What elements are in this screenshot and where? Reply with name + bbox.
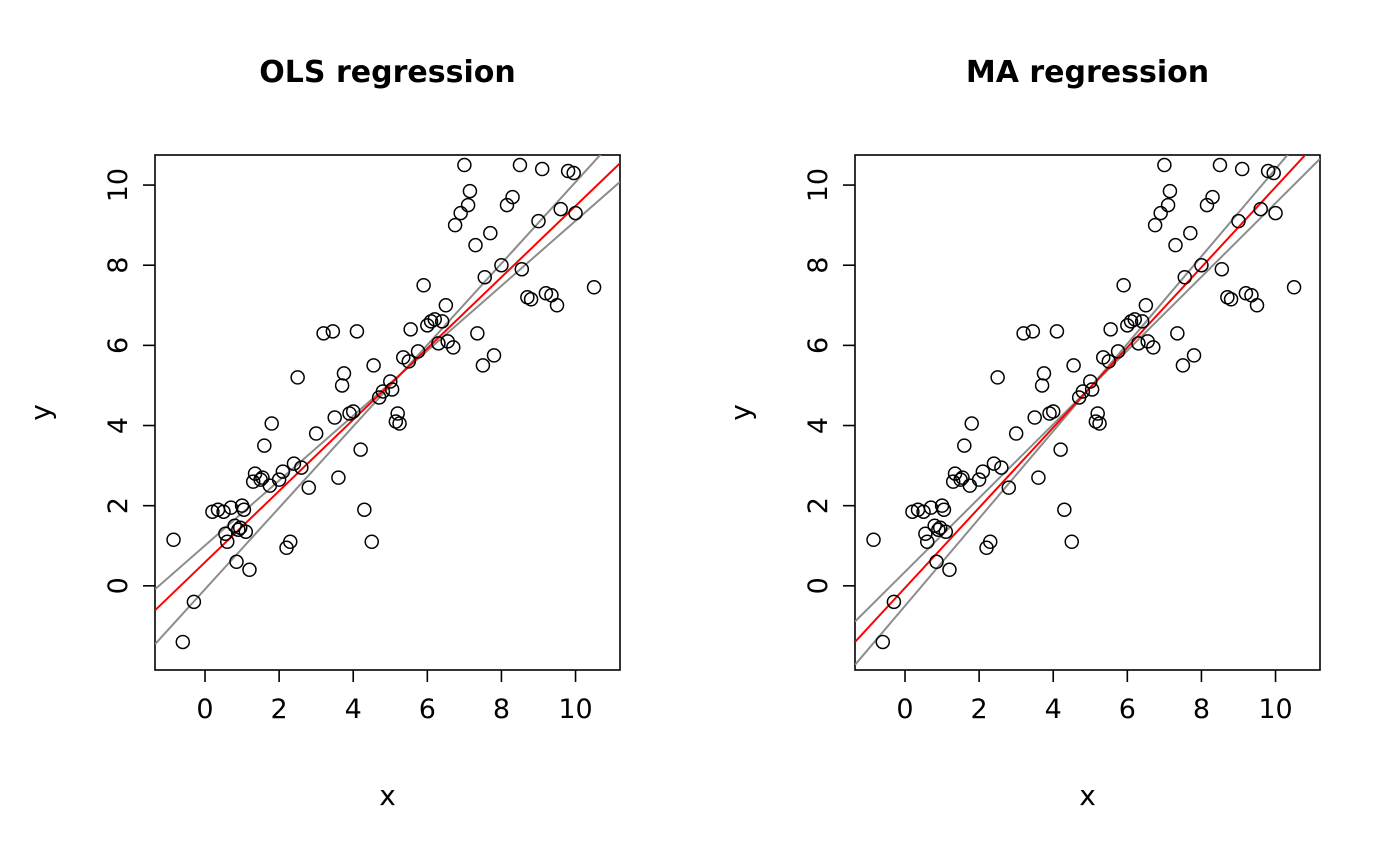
svg-text:10: 10 xyxy=(1258,694,1292,725)
svg-text:0: 0 xyxy=(803,577,834,594)
svg-text:6: 6 xyxy=(1119,694,1136,725)
svg-text:8: 8 xyxy=(493,694,510,725)
svg-text:6: 6 xyxy=(803,337,834,354)
panel-ols-title: OLS regression xyxy=(259,55,516,90)
svg-text:x: x xyxy=(379,779,396,812)
svg-text:2: 2 xyxy=(971,694,988,725)
svg-text:x: x xyxy=(1079,779,1096,812)
svg-text:8: 8 xyxy=(803,257,834,274)
svg-text:0: 0 xyxy=(896,694,913,725)
svg-text:2: 2 xyxy=(103,497,134,514)
svg-text:6: 6 xyxy=(419,694,436,725)
svg-text:8: 8 xyxy=(1193,694,1210,725)
svg-text:2: 2 xyxy=(271,694,288,725)
panel-ols-plot: 0 2 4 6 8 10 0 2 4 6 8 10 x y xyxy=(24,154,621,812)
svg-text:10: 10 xyxy=(558,694,592,725)
svg-text:10: 10 xyxy=(803,168,834,202)
svg-text:4: 4 xyxy=(1045,694,1062,725)
svg-text:0: 0 xyxy=(196,694,213,725)
svg-text:y: y xyxy=(24,404,57,421)
svg-text:0: 0 xyxy=(103,577,134,594)
svg-text:4: 4 xyxy=(345,694,362,725)
panel-ma-title: MA regression xyxy=(965,55,1210,90)
svg-text:4: 4 xyxy=(803,417,834,434)
svg-text:10: 10 xyxy=(103,168,134,202)
svg-text:6: 6 xyxy=(103,337,134,354)
panel-ols: OLS regression 0 2 4 6 8 10 0 2 4 6 8 10 x y xyxy=(24,55,621,812)
panel-ma-plot: 0 2 4 6 8 10 0 2 4 6 8 10 x y xyxy=(724,154,1321,812)
svg-text:4: 4 xyxy=(103,417,134,434)
panel-ma: MA regression 0 2 4 6 8 10 0 2 4 6 8 10 x y xyxy=(700,0,1400,866)
svg-text:8: 8 xyxy=(103,257,134,274)
svg-text:y: y xyxy=(724,404,757,421)
svg-text:2: 2 xyxy=(803,497,834,514)
